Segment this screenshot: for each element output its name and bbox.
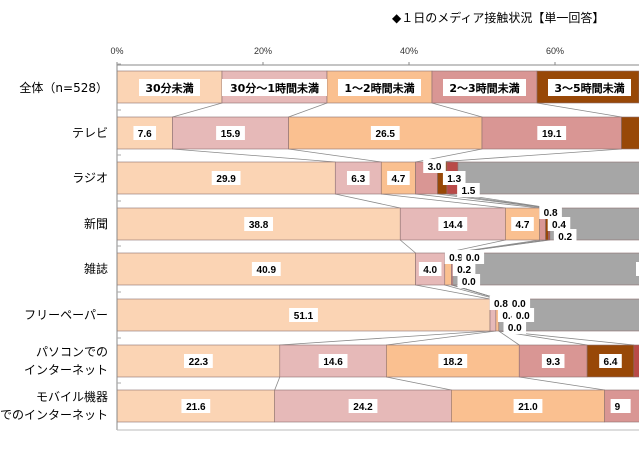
data-label-box [611, 399, 631, 413]
legend-label: 2～3時間未満 [449, 81, 519, 95]
category-label: インターネット [24, 363, 108, 377]
data-label: 0.0 [462, 277, 476, 288]
legend-label: 30分未満 [145, 81, 193, 95]
series-connector-line [335, 194, 400, 208]
data-label: 0.2 [558, 232, 572, 243]
series-connector-line [289, 149, 382, 162]
category-label: テレビ [72, 126, 108, 140]
category-label: フリーペーパー [24, 308, 108, 322]
data-label: 4.0 [423, 265, 437, 276]
category-label: ラジオ [72, 171, 108, 185]
x-tick-label: 20% [254, 46, 272, 56]
bar-segment-tail [621, 117, 639, 149]
category-label: でのインターネット [0, 408, 108, 422]
data-label: 4.7 [516, 220, 530, 231]
data-label: 38.8 [249, 220, 269, 231]
data-label: 22.3 [189, 357, 209, 368]
data-label: 29.9 [216, 174, 236, 185]
chart-title: ◆１日のメディア接触状況【単一回答】 [392, 10, 604, 25]
x-tick-label: 60% [546, 46, 564, 56]
category-label: 雑誌 [84, 261, 108, 276]
data-label: 9.3 [546, 357, 560, 368]
bar-segment-tail [634, 345, 639, 377]
series-connector-line [519, 377, 604, 390]
series-connector-line [381, 194, 505, 208]
series-connector-line [437, 194, 545, 208]
data-label: 26.5 [376, 129, 396, 140]
series-connector-line [432, 103, 482, 117]
data-label: 24.2 [353, 402, 373, 413]
data-label: 19.1 [542, 129, 562, 140]
series-connector-line [386, 331, 496, 345]
series-connector-line [275, 377, 280, 390]
series-connector-line [289, 103, 327, 117]
category-label: モバイル機器 [36, 389, 108, 404]
legend-label: 1～2時間未満 [344, 81, 414, 95]
series-connector-line [400, 240, 415, 253]
data-label: 7.6 [138, 129, 152, 140]
data-label: 21.6 [186, 402, 206, 413]
category-label: パソコンでの [36, 345, 108, 359]
data-label: 6.3 [351, 174, 365, 185]
legend-label: 3～5時間未満 [554, 81, 624, 95]
data-label: 6.4 [604, 357, 618, 368]
bar-segment-tail [458, 162, 639, 194]
series-connector-line [537, 103, 621, 117]
data-label: 15.9 [221, 129, 241, 140]
category-label-total: 全体（n=528） [19, 80, 108, 95]
data-label: 4.7 [391, 174, 405, 185]
data-label: 21.0 [518, 402, 538, 413]
data-label: 40.9 [257, 265, 277, 276]
data-label: 51.1 [294, 311, 314, 322]
data-label: 0.0 [466, 253, 480, 264]
data-label: 1.5 [461, 186, 475, 197]
series-connector-line [386, 377, 451, 390]
data-label: 14.4 [443, 220, 463, 231]
data-label: 0.0 [508, 323, 522, 334]
series-connector-line [172, 103, 222, 117]
data-label: 18.2 [443, 357, 463, 368]
series-connector-line [437, 149, 621, 162]
x-tick-label: 40% [400, 46, 418, 56]
data-label: 0.0 [516, 311, 530, 322]
data-label: 14.6 [323, 357, 343, 368]
data-label: 9 [615, 402, 621, 413]
series-connector-line [280, 331, 490, 345]
series-connector-line [172, 149, 335, 162]
legend-label: 30分～1時間未満 [230, 81, 319, 95]
x-tick-label: 0% [110, 46, 123, 56]
data-label: 3.0 [428, 162, 442, 173]
category-label: 新聞 [84, 216, 108, 231]
